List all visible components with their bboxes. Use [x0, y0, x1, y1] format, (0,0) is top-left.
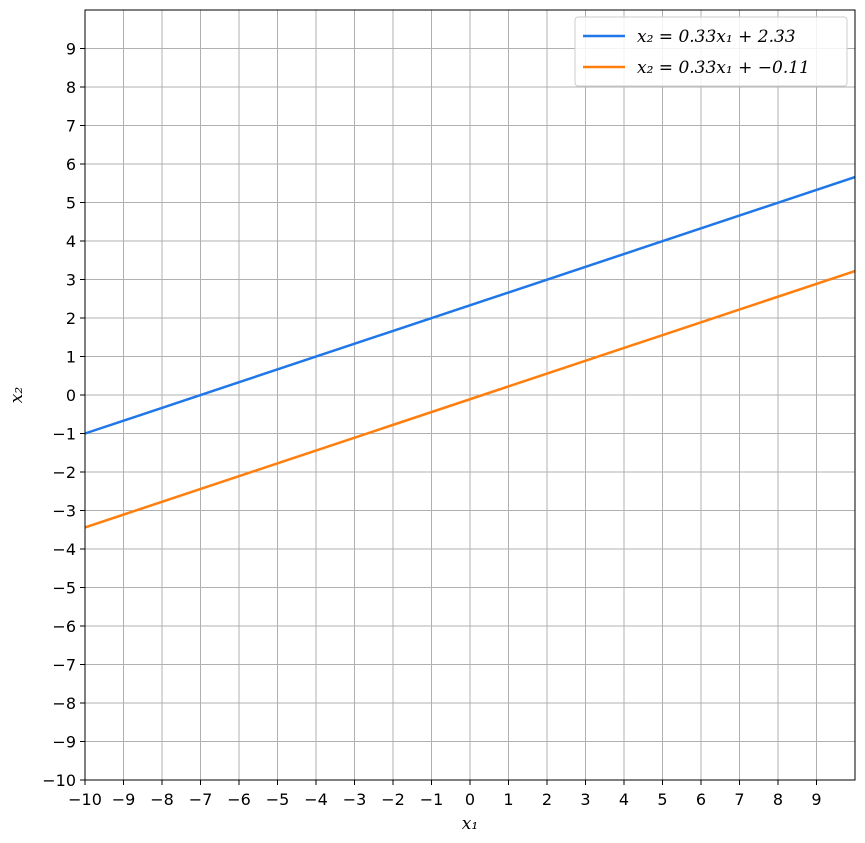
x-tick-label: −3 [343, 790, 367, 809]
x-tick-label: 6 [696, 790, 706, 809]
y-tick-label: −9 [52, 733, 76, 752]
y-tick-label: 4 [66, 232, 76, 251]
x-tick-label: 4 [619, 790, 629, 809]
y-tick-label: 2 [66, 309, 76, 328]
x-tick-label: 8 [773, 790, 783, 809]
x-tick-label: 1 [503, 790, 513, 809]
y-tick-label: −4 [52, 540, 76, 559]
x-tick-label: −6 [227, 790, 251, 809]
x-axis-ticks: −10 −9 −8 −7 −6 −5 −4 −3 −2 −1 0 1 2 3 4 5 6 7 8 9 [68, 780, 822, 809]
y-tick-label: 1 [66, 348, 76, 367]
y-tick-label: −3 [52, 502, 76, 521]
x-tick-label: 3 [580, 790, 590, 809]
x-axis-label: x₁ [462, 814, 478, 834]
y-tick-label: 6 [66, 155, 76, 174]
legend: x₂ = 0.33x₁ + 2.33 x₂ = 0.33x₁ + −0.11 [574, 16, 848, 87]
series-line-2 [84, 269, 856, 529]
y-tick-label: −7 [52, 656, 76, 675]
grid [84, 10, 855, 781]
x-tick-label: 7 [734, 790, 744, 809]
x-tick-label: −5 [266, 790, 290, 809]
x-tick-label: −4 [304, 790, 328, 809]
y-tick-label: −2 [52, 463, 76, 482]
y-tick-label: −5 [52, 579, 76, 598]
legend-box [574, 16, 848, 87]
y-tick-label: −10 [42, 771, 76, 790]
y-tick-label: 3 [66, 271, 76, 290]
y-tick-label: 7 [66, 117, 76, 136]
x-tick-label: 2 [542, 790, 552, 809]
x-tick-label: −9 [112, 790, 136, 809]
x-tick-label: 5 [657, 790, 667, 809]
y-tick-label: 8 [66, 78, 76, 97]
x-tick-label: −2 [381, 790, 405, 809]
legend-label-2: x₂ = 0.33x₁ + −0.11 [637, 58, 810, 78]
y-tick-label: 0 [66, 386, 76, 405]
series-line-1 [84, 175, 856, 435]
x-tick-label: −8 [150, 790, 174, 809]
y-tick-label: −6 [52, 617, 76, 636]
x-tick-label: −10 [68, 790, 102, 809]
y-axis-label: x₂ [7, 387, 27, 404]
x-tick-label: −1 [420, 790, 444, 809]
y-tick-label: 9 [66, 40, 76, 59]
y-tick-label: −1 [52, 425, 76, 444]
x-tick-label: 9 [811, 790, 821, 809]
legend-label-1: x₂ = 0.33x₁ + 2.33 [637, 27, 796, 47]
x-tick-label: −7 [189, 790, 213, 809]
y-tick-label: 5 [66, 194, 76, 213]
series-lines [84, 175, 856, 529]
x-tick-label: 0 [465, 790, 475, 809]
y-tick-label: −8 [52, 694, 76, 713]
